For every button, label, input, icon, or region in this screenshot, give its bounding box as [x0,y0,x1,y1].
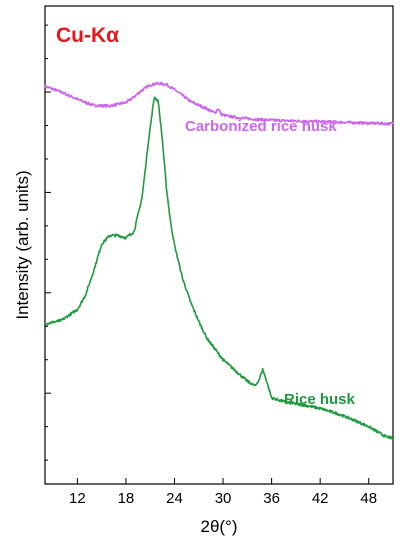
x-tick-label-24: 24 [166,490,183,507]
y-axis-label: Intensity (arb. units) [13,170,32,319]
x-tick-label-12: 12 [69,490,86,507]
x-tick-label-30: 30 [215,490,232,507]
plot-frame [44,5,394,485]
x-tick-label-48: 48 [360,490,377,507]
series-line-rice-husk [44,96,394,440]
series-label-rice-husk: Rice husk [284,391,356,408]
annotation-cu-ka: Cu-Kα [56,24,119,47]
x-tick-label-18: 18 [118,490,135,507]
series-line-carbonized-rice-husk [44,81,394,126]
series-label-carbonized: Carbonized rice husk [185,118,337,135]
y-axis-ticks [45,24,51,461]
x-axis-label: 2θ(°) [200,517,237,536]
x-tick-label-36: 36 [263,490,280,507]
x-axis-ticks: 12 18 24 30 36 42 48 [69,478,377,507]
series-lines [44,81,394,440]
x-tick-label-42: 42 [312,490,329,507]
